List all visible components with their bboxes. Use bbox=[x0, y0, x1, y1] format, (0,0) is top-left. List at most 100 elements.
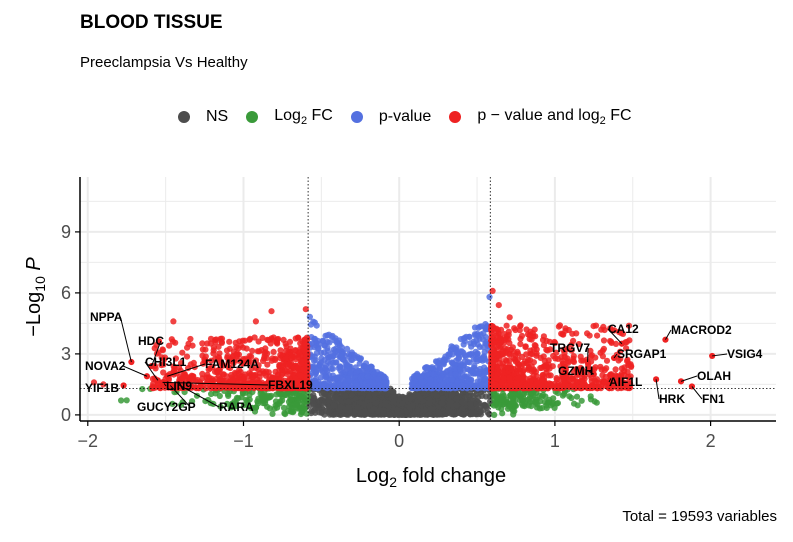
data-point bbox=[260, 357, 267, 365]
data-point bbox=[600, 323, 607, 330]
data-point bbox=[486, 411, 493, 418]
legend-label-p: p-value bbox=[378, 108, 432, 125]
data-point bbox=[139, 386, 146, 393]
legend-marker-p bbox=[350, 111, 363, 123]
data-point bbox=[600, 337, 608, 344]
data-point bbox=[420, 389, 427, 396]
data-point bbox=[354, 404, 361, 411]
data-point bbox=[452, 384, 460, 391]
legend-label-ns: NS bbox=[206, 108, 229, 125]
data-point bbox=[225, 392, 232, 399]
legend-marker-ns bbox=[178, 111, 190, 123]
data-point bbox=[123, 397, 130, 404]
data-point bbox=[430, 371, 437, 378]
data-point bbox=[533, 373, 540, 380]
data-point bbox=[455, 355, 462, 362]
data-point bbox=[252, 404, 260, 411]
data-point bbox=[477, 331, 484, 338]
data-point bbox=[449, 392, 456, 399]
data-point bbox=[439, 400, 446, 407]
data-point bbox=[352, 364, 359, 371]
data-point bbox=[308, 408, 315, 415]
data-point bbox=[269, 410, 276, 417]
data-point bbox=[380, 410, 387, 417]
data-point bbox=[345, 404, 352, 411]
data-point bbox=[603, 357, 611, 364]
data-point bbox=[309, 398, 316, 405]
data-point bbox=[239, 337, 246, 344]
data-point bbox=[348, 392, 356, 399]
data-point bbox=[264, 403, 271, 410]
data-point bbox=[331, 402, 338, 409]
data-point bbox=[424, 366, 431, 373]
data-point bbox=[370, 405, 378, 412]
legend-label-both: p − value and log2 FC bbox=[477, 106, 632, 128]
data-point bbox=[394, 406, 401, 413]
data-point bbox=[483, 403, 490, 410]
data-point bbox=[224, 400, 231, 407]
data-point bbox=[189, 342, 196, 349]
data-point bbox=[473, 355, 480, 363]
data-point bbox=[524, 396, 532, 403]
data-point bbox=[593, 399, 600, 406]
data-point bbox=[321, 380, 328, 387]
data-point bbox=[312, 380, 319, 388]
data-point bbox=[433, 392, 440, 400]
data-point bbox=[533, 352, 540, 359]
data-point bbox=[507, 391, 514, 399]
data-point bbox=[414, 406, 421, 413]
data-point bbox=[554, 390, 562, 397]
data-point bbox=[448, 376, 455, 383]
data-point bbox=[328, 334, 335, 341]
data-point bbox=[118, 397, 125, 404]
chart-subtitle: Preeclampsia Vs Healthy bbox=[80, 54, 248, 71]
legend-item-both: p − value and log2 FC bbox=[449, 106, 632, 128]
data-point bbox=[473, 401, 480, 408]
data-point bbox=[325, 397, 332, 404]
data-point bbox=[436, 364, 443, 372]
data-point bbox=[353, 382, 360, 389]
data-point bbox=[235, 395, 242, 402]
data-point bbox=[321, 342, 328, 349]
data-point bbox=[569, 330, 576, 337]
data-point bbox=[244, 397, 251, 404]
data-point bbox=[326, 408, 333, 415]
data-point bbox=[169, 400, 176, 407]
data-point bbox=[336, 363, 344, 371]
data-point bbox=[469, 408, 476, 416]
data-point bbox=[369, 379, 376, 386]
data-point bbox=[364, 373, 371, 380]
data-points bbox=[90, 287, 716, 418]
data-point bbox=[453, 402, 460, 409]
data-point bbox=[511, 325, 518, 332]
data-point bbox=[477, 408, 484, 415]
data-point bbox=[372, 400, 379, 407]
data-point bbox=[375, 376, 382, 383]
data-point bbox=[468, 352, 475, 359]
data-point bbox=[243, 345, 250, 352]
data-point bbox=[277, 352, 284, 359]
data-point bbox=[471, 324, 479, 331]
data-point bbox=[414, 372, 422, 379]
data-point bbox=[473, 391, 480, 398]
data-point bbox=[444, 384, 451, 391]
data-point bbox=[449, 344, 457, 351]
data-point bbox=[587, 393, 594, 400]
data-point bbox=[612, 366, 619, 373]
data-point bbox=[324, 358, 332, 365]
data-point bbox=[438, 373, 445, 380]
data-point bbox=[460, 341, 467, 348]
data-point bbox=[323, 391, 330, 398]
data-point bbox=[344, 345, 351, 352]
data-point bbox=[481, 370, 488, 377]
data-point bbox=[554, 400, 562, 407]
data-point bbox=[311, 319, 318, 326]
data-point bbox=[223, 347, 231, 354]
data-point bbox=[555, 323, 563, 330]
data-point bbox=[189, 398, 196, 405]
data-point bbox=[561, 390, 568, 398]
data-point bbox=[329, 353, 336, 360]
data-point bbox=[500, 401, 507, 408]
data-point bbox=[361, 384, 368, 391]
data-point bbox=[229, 400, 236, 407]
